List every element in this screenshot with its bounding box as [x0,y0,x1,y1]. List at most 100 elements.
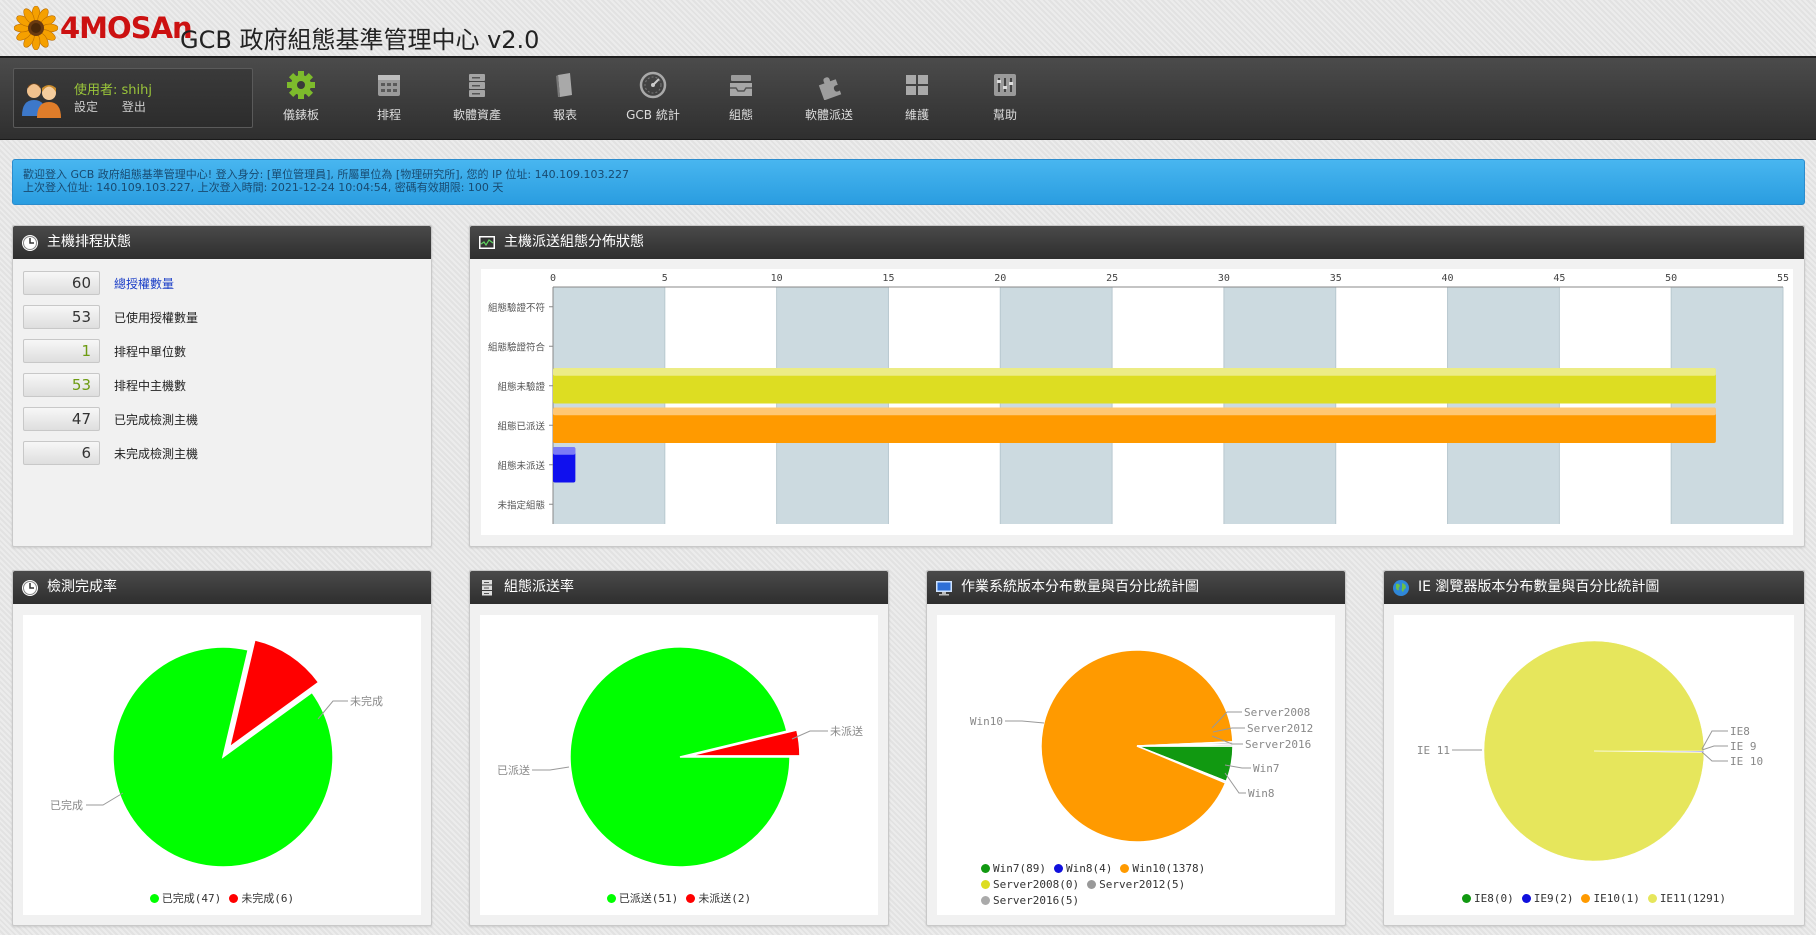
book-icon [556,73,572,97]
legend-item[interactable]: Win7(89) [981,861,1046,877]
label-leader [1005,720,1045,724]
label-leader [1224,764,1251,769]
schedule-link[interactable]: 總授權數量 [114,276,175,291]
slice-label: Win8 [1248,787,1275,800]
schedule-label: 已使用授權數量 [114,310,199,325]
schedule-row[interactable]: 60 總授權數量 [23,271,174,295]
nav-schedule[interactable]: 排程 [346,70,432,136]
nav-label: 組態 [728,108,753,122]
settings-link[interactable]: 設定 [74,100,99,114]
pie-slice [1483,640,1705,862]
legend-item[interactable]: 已完成(47) [149,891,221,907]
nav-gcb-stats[interactable]: GCB 統計 [610,70,696,136]
grid-band [1447,287,1560,524]
y-tick-label: 組態驗證不符 [488,302,545,314]
dispatch-rate-panel: 組態派送率 未派送已派送 已派送(51) 未派送(2) [469,570,889,926]
schedule-status-panel: 主機排程狀態 60 總授權數量 53 已使用授權數量 1 排程中單位數 53 排程中主機數 47… [12,225,432,547]
gauge-icon [639,71,667,99]
legend-swatch [981,880,990,889]
grid-band [1223,287,1336,524]
bar-shine [553,368,1716,376]
panel-header: IE 瀏覽器版本分布數量與百分比統計圖 [1384,571,1804,604]
legend-item[interactable]: Server2016(5) [981,893,1079,909]
slice-label: 未派送 [830,724,863,738]
schedule-label: 排程中主機數 [114,378,187,393]
x-tick-label: 10 [771,273,783,284]
legend-item[interactable]: IE8(0) [1461,891,1514,907]
bar [553,407,1716,443]
x-tick-label: 35 [1330,273,1342,284]
legend-item[interactable]: IE11(1291) [1647,891,1727,907]
slice-label: Win7 [1253,762,1280,775]
panel-title: 主機排程狀態 [47,234,131,250]
alert-line-1: 歡迎登入 GCB 政府組態基準管理中心! 登入身分: [單位管理員], 所屬單位… [23,168,630,181]
legend-label: Server2008(0) [993,878,1080,891]
bar-shine [553,447,576,455]
nav-label: 儀錶板 [282,108,319,122]
label-leader [1211,711,1242,729]
schedule-row: 1 排程中單位數 [23,339,186,363]
logout-link[interactable]: 登出 [121,100,146,114]
grid-band [776,287,889,524]
chart-legend: 已完成(47) 未完成(6) [23,891,421,907]
legend-item[interactable]: Win10(1378) [1120,861,1205,877]
y-tick-label: 組態驗證符合 [488,341,546,353]
slice-label: IE 10 [1730,755,1763,768]
nav-configuration[interactable]: 組態 [698,70,784,136]
legend-label: 未完成(6) [241,892,295,905]
x-tick-label: 45 [1553,273,1565,284]
legend-item[interactable]: Server2008(0) [981,877,1079,893]
label-leader [1211,735,1243,745]
schedule-label: 已完成檢測主機 [114,412,199,427]
nav-help[interactable]: 幫助 [962,70,1048,136]
y-tick-label: 組態未派送 [497,460,545,472]
panel-title: 檢測完成率 [47,579,117,595]
logo[interactable]: 4MOSAn [14,6,193,50]
label-leader [86,792,124,806]
schedule-value: 47 [23,407,100,431]
puzzle-icon [818,77,842,100]
legend-label: 已派送(51) [618,892,679,905]
x-tick-label: 30 [1218,273,1230,284]
legend-swatch [229,894,239,903]
pie-slice [112,646,334,868]
users-avatar-icon [22,83,61,118]
slice-label: Server2008 [1244,706,1310,719]
legend-item[interactable]: 已派送(51) [606,891,679,907]
legend-item[interactable]: 未派送(2) [686,891,751,907]
nav-software-assets[interactable]: 軟體資產 [434,70,520,136]
legend-swatch [981,896,990,905]
nav-reports[interactable]: 報表 [522,70,608,136]
slice-label: IE 11 [1417,744,1450,757]
legend-item[interactable]: Win8(4) [1053,861,1113,877]
legend-item[interactable]: IE9(2) [1521,891,1573,907]
nav-dashboard[interactable]: 儀錶板 [258,70,344,136]
slice-label: 已派送 [497,763,530,777]
x-tick-label: 5 [662,273,668,284]
main-navbar: 使用者: shihj 設定 登出 儀錶板 [0,56,1816,140]
legend-label: IE11(1291) [1659,892,1727,905]
grid-band [1000,287,1113,524]
slice-label: Server2016 [1245,738,1311,751]
legend-swatch [1647,894,1657,903]
bar-fill [553,447,576,483]
legend-item[interactable]: 未完成(6) [229,891,294,907]
legend-label: Win8(4) [1065,862,1113,875]
equalizer-icon [994,74,1016,96]
panel-header: 組態派送率 [470,571,888,604]
x-tick-label: 20 [994,273,1006,284]
nav-maintenance[interactable]: 維護 [874,70,960,136]
legend-item[interactable]: IE10(1) [1581,891,1640,907]
globe-icon [1393,580,1409,596]
nav-software-dispatch[interactable]: 軟體派送 [786,70,872,136]
legend-swatch [1120,864,1130,873]
completion-rate-panel: 檢測完成率 未完成 已完成 已完成(47) 未完成(6) [12,570,432,926]
nav-label: 報表 [552,108,577,122]
slice-label: IE8 [1730,725,1750,738]
x-tick-label: 0 [550,273,556,284]
legend-swatch [1521,894,1531,903]
legend-item[interactable]: Server2012(5) [1087,877,1185,893]
panel-header: 主機排程狀態 [13,226,431,259]
nav-label: 維護 [904,108,929,122]
